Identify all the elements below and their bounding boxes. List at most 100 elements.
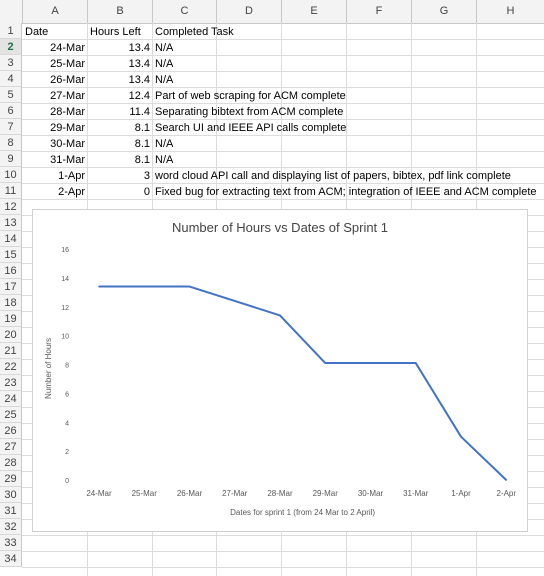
- row-header-9[interactable]: 9: [0, 151, 22, 167]
- row-header-25[interactable]: 25: [0, 407, 22, 423]
- date-cell[interactable]: 28-Mar: [50, 106, 85, 118]
- task-cell[interactable]: word cloud API call and displaying list …: [155, 170, 511, 182]
- select-all-corner[interactable]: [0, 0, 23, 23]
- date-cell[interactable]: 31-Mar: [50, 154, 85, 166]
- x-tick-label: 24-Mar: [86, 489, 112, 498]
- y-tick-label: 16: [61, 247, 69, 254]
- date-cell[interactable]: 30-Mar: [50, 138, 85, 150]
- row-header-21[interactable]: 21: [0, 343, 22, 359]
- task-cell[interactable]: N/A: [155, 74, 174, 86]
- row-header-2[interactable]: 2: [0, 39, 22, 55]
- column-header-f[interactable]: F: [347, 0, 412, 23]
- column-header-d[interactable]: D: [217, 0, 282, 23]
- task-cell[interactable]: N/A: [155, 42, 174, 54]
- data-point: [460, 435, 462, 438]
- x-tick-label: 28-Mar: [267, 489, 293, 498]
- x-axis-title: Dates for sprint 1 (from 24 Mar to 2 Apr…: [230, 508, 375, 517]
- task-cell[interactable]: Separating bibtext from ACM complete: [155, 106, 344, 118]
- row-header-34[interactable]: 34: [0, 551, 22, 567]
- row-header-29[interactable]: 29: [0, 471, 22, 487]
- x-tick-label: 26-Mar: [177, 489, 203, 498]
- column-header-a[interactable]: A: [23, 0, 88, 23]
- date-cell[interactable]: 26-Mar: [50, 74, 85, 86]
- row-header-11[interactable]: 11: [0, 183, 22, 199]
- row-header-1[interactable]: 1: [0, 23, 22, 39]
- column-header-g[interactable]: G: [412, 0, 477, 23]
- date-cell[interactable]: 24-Mar: [50, 42, 85, 54]
- hours-cell[interactable]: 8.1: [134, 138, 150, 150]
- row-header-22[interactable]: 22: [0, 359, 22, 375]
- task-cell[interactable]: Search UI and IEEE API calls complete: [155, 122, 347, 134]
- row-header-30[interactable]: 30: [0, 487, 22, 503]
- data-point: [324, 362, 327, 364]
- row-header-26[interactable]: 26: [0, 423, 22, 439]
- row-header-18[interactable]: 18: [0, 295, 22, 311]
- task-cell[interactable]: Part of web scraping for ACM complete: [155, 90, 346, 102]
- grid-row-line: [22, 167, 544, 168]
- row-header-27[interactable]: 27: [0, 439, 22, 455]
- row-header-6[interactable]: 6: [0, 103, 22, 119]
- row-header-19[interactable]: 19: [0, 311, 22, 327]
- date-cell[interactable]: 25-Mar: [50, 58, 85, 70]
- grid-row-line: [22, 55, 544, 56]
- row-header-4[interactable]: 4: [0, 71, 22, 87]
- row-header-5[interactable]: 5: [0, 87, 22, 103]
- grid-row-line: [22, 567, 544, 568]
- row-header-33[interactable]: 33: [0, 535, 22, 551]
- y-tick-label: 0: [65, 478, 69, 485]
- date-cell[interactable]: 1-Apr: [58, 170, 85, 182]
- hours-cell[interactable]: 12.4: [128, 90, 150, 102]
- x-tick-label: 1-Apr: [451, 489, 471, 498]
- data-point: [233, 300, 236, 302]
- row-header-8[interactable]: 8: [0, 135, 22, 151]
- hours-cell[interactable]: 3: [143, 170, 150, 182]
- row-header-14[interactable]: 14: [0, 231, 22, 247]
- row-header-15[interactable]: 15: [0, 247, 22, 263]
- row-header-12[interactable]: 12: [0, 199, 22, 215]
- row-header-23[interactable]: 23: [0, 375, 22, 391]
- grid-row-line: [22, 103, 544, 104]
- column-header-e[interactable]: E: [282, 0, 347, 23]
- column-header-bar: A B C D E F G H: [0, 0, 544, 24]
- header-hours-left[interactable]: Hours Left: [90, 26, 141, 38]
- row-header-31[interactable]: 31: [0, 503, 22, 519]
- row-header-16[interactable]: 16: [0, 263, 22, 279]
- row-header-32[interactable]: 32: [0, 519, 22, 535]
- hours-cell[interactable]: 11.4: [129, 106, 150, 118]
- hours-cell[interactable]: 13.4: [128, 58, 150, 70]
- column-header-b[interactable]: B: [88, 0, 153, 23]
- row-header-3[interactable]: 3: [0, 55, 22, 71]
- task-cell[interactable]: N/A: [155, 138, 174, 150]
- row-header-7[interactable]: 7: [0, 119, 22, 135]
- hours-cell[interactable]: 0: [143, 186, 150, 198]
- date-cell[interactable]: 2-Apr: [58, 186, 85, 198]
- header-completed-task[interactable]: Completed Task: [155, 26, 234, 38]
- data-point: [414, 362, 417, 364]
- y-tick-label: 14: [61, 276, 69, 283]
- hours-cell[interactable]: 13.4: [128, 74, 150, 86]
- hours-cell[interactable]: 8.1: [134, 154, 150, 166]
- row-header-24[interactable]: 24: [0, 391, 22, 407]
- row-header-17[interactable]: 17: [0, 279, 22, 295]
- header-date[interactable]: Date: [25, 26, 49, 38]
- column-header-h[interactable]: H: [506, 5, 515, 17]
- chart-title: Number of Hours vs Dates of Sprint 1: [171, 220, 389, 235]
- date-cell[interactable]: 27-Mar: [50, 90, 85, 102]
- task-cell[interactable]: N/A: [155, 154, 174, 166]
- row-header-28[interactable]: 28: [0, 455, 22, 471]
- date-cell[interactable]: 29-Mar: [50, 122, 85, 134]
- x-tick-label: 27-Mar: [222, 489, 248, 498]
- data-point: [143, 285, 146, 288]
- grid-row-line: [22, 39, 544, 40]
- task-cell[interactable]: N/A: [155, 58, 174, 70]
- column-header-c[interactable]: C: [153, 0, 217, 23]
- series-line: [99, 285, 507, 481]
- row-header-10[interactable]: 10: [0, 167, 22, 183]
- grid-row-line: [22, 199, 544, 200]
- task-cell[interactable]: Fixed bug for extracting text from ACM; …: [155, 186, 537, 198]
- row-header-20[interactable]: 20: [0, 327, 22, 343]
- hours-cell[interactable]: 8.1: [134, 122, 150, 134]
- row-header-13[interactable]: 13: [0, 215, 22, 231]
- hours-cell[interactable]: 13.4: [128, 42, 150, 54]
